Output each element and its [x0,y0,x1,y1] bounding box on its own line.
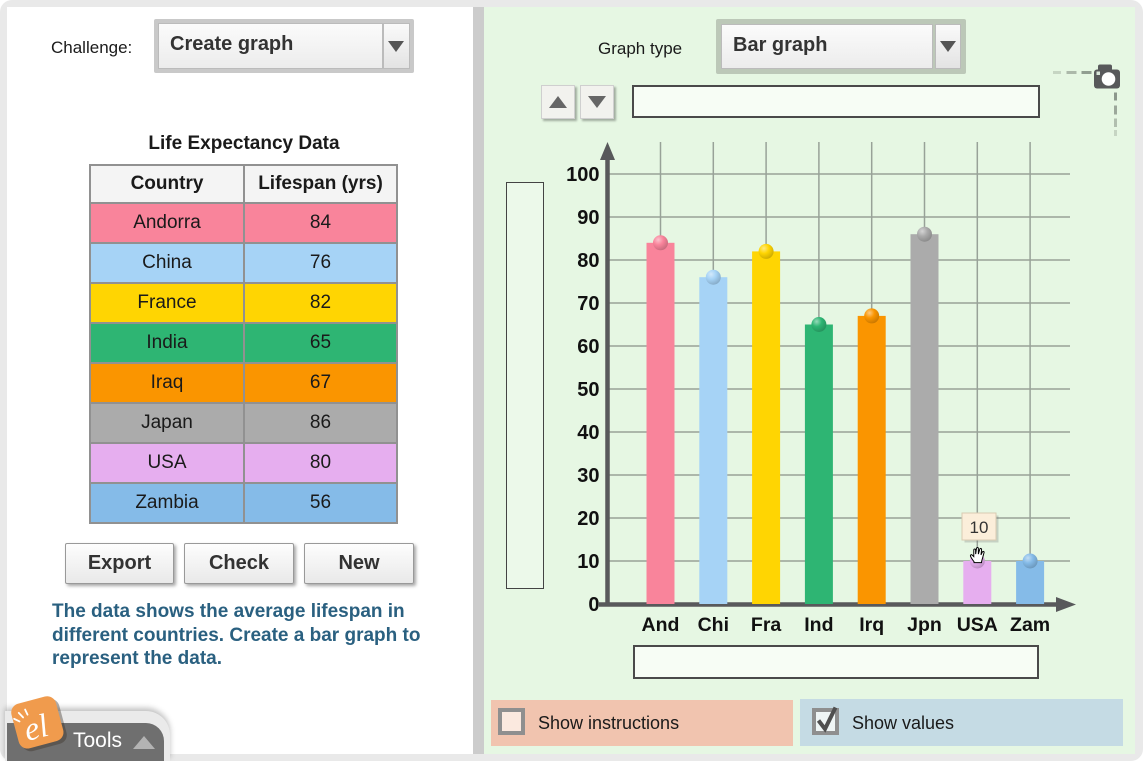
svg-text:80: 80 [577,250,599,272]
svg-text:Ind: Ind [804,614,833,636]
svg-text:10: 10 [970,518,989,537]
svg-text:Chi: Chi [698,614,729,636]
svg-text:USA: USA [957,614,998,636]
svg-text:10: 10 [577,551,599,573]
svg-text:100: 100 [566,164,599,186]
svg-text:Irq: Irq [859,614,884,636]
svg-text:40: 40 [577,422,599,444]
svg-text:Jpn: Jpn [907,614,942,636]
svg-text:And: And [642,614,680,636]
svg-text:50: 50 [577,379,599,401]
svg-text:90: 90 [577,207,599,229]
svg-text:70: 70 [577,293,599,315]
svg-text:0: 0 [588,594,599,616]
svg-text:30: 30 [577,465,599,487]
svg-text:Fra: Fra [751,614,782,636]
svg-text:20: 20 [577,508,599,530]
svg-text:60: 60 [577,336,599,358]
svg-text:Zam: Zam [1010,614,1050,636]
